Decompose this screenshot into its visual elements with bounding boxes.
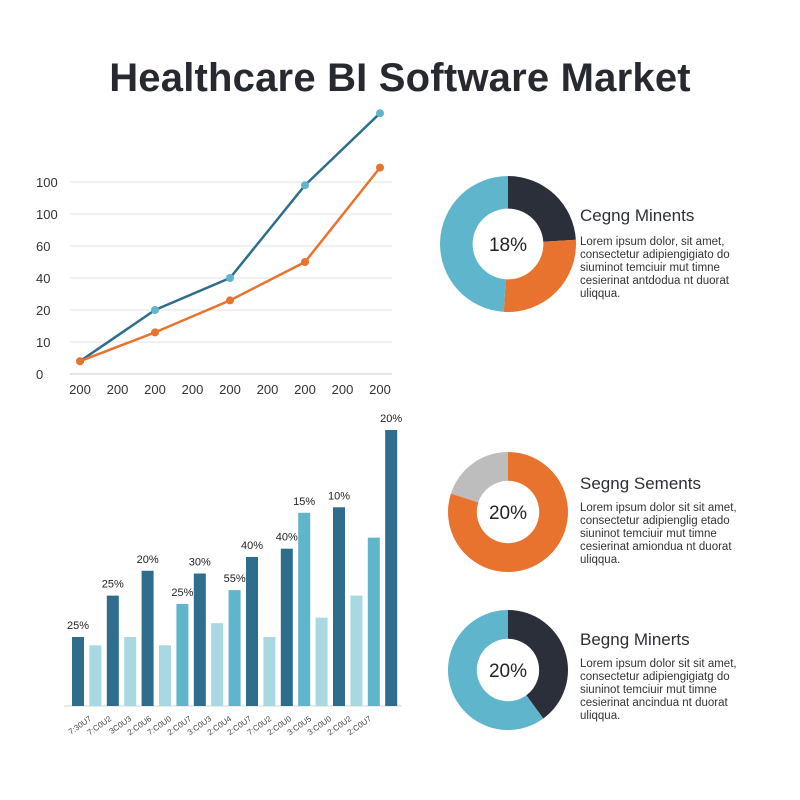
bar-label: 10% <box>328 490 350 502</box>
segment-title-2: Segng Sements <box>580 474 701 493</box>
y-tick-label: 100 <box>36 207 58 222</box>
bar <box>263 637 276 706</box>
bar <box>159 645 171 706</box>
bar <box>124 637 137 706</box>
data-point <box>226 274 234 282</box>
donut-slice <box>450 452 508 503</box>
donut-slice <box>448 610 544 730</box>
segment-title-3: Begng Minerts <box>580 630 690 649</box>
x-tick-label: 200 <box>69 382 91 397</box>
bar-label: 25% <box>102 579 124 591</box>
x-tick-label: 200 <box>219 382 241 397</box>
y-tick-label: 60 <box>36 239 50 254</box>
segment-title-1: Cegng Minents <box>580 206 695 225</box>
x-tick-label: 200 <box>332 382 354 397</box>
x-tick-label: 200 <box>144 382 166 397</box>
bar-label: 40% <box>241 540 263 552</box>
bar <box>176 603 189 706</box>
donut-chart-2: 20% <box>448 452 568 572</box>
bar <box>315 617 328 706</box>
line-chart: 0 10 20 40 60 100 100 200 200 200 200 200 200 200 200 2… <box>36 109 392 397</box>
y-tick-label: 40 <box>36 271 50 286</box>
bar <box>333 507 345 706</box>
bar <box>228 590 241 706</box>
segment-description-1: Lorem ipsum dolor‚ sit amet, consectetur… <box>580 236 730 300</box>
donut-slice <box>508 610 568 719</box>
bar <box>211 623 224 706</box>
bar <box>106 595 119 706</box>
donut-slice <box>440 176 508 312</box>
series-line <box>79 166 381 363</box>
data-point <box>376 163 384 172</box>
donut-slice <box>508 176 576 242</box>
data-point <box>376 109 384 118</box>
bar <box>141 570 154 706</box>
data-point <box>301 258 309 266</box>
bar-label: 25% <box>67 620 89 632</box>
data-point <box>226 296 234 305</box>
bar <box>385 430 398 706</box>
donut-chart-1: 18% <box>440 176 576 312</box>
bar-chart: 25%25%20%25%30%55%40%40%15% 10%20%7:30U77… <box>64 413 402 737</box>
segment-description-3: Lorem ipsum dolor sit sit amet, consecte… <box>580 658 737 722</box>
bar-label: 15% <box>293 496 315 508</box>
x-tick-label: 200 <box>369 382 391 397</box>
donut-center-label: 20% <box>489 661 527 682</box>
x-tick-label: 200 <box>257 382 279 397</box>
x-tick-label: 200 <box>107 382 129 397</box>
data-point <box>151 328 159 337</box>
bar-label: 30% <box>189 557 211 569</box>
y-tick-label: 20 <box>36 303 50 318</box>
segment-description-2: Lorem ipsum dolor sit sit amet, consecte… <box>580 502 737 566</box>
data-point <box>301 181 309 190</box>
bar <box>72 637 84 706</box>
bar-label: 20% <box>380 413 402 425</box>
donut-chart-3: 20% <box>448 610 568 730</box>
donut-slice <box>448 452 568 572</box>
y-tick-label: 0 <box>36 367 43 382</box>
bar <box>246 556 258 706</box>
bar <box>89 645 102 706</box>
y-tick-label: 10 <box>36 335 50 350</box>
bar <box>193 573 206 706</box>
data-point <box>151 306 159 314</box>
donut-center-label: 20% <box>489 503 527 524</box>
bar <box>298 512 311 706</box>
bar <box>350 595 363 706</box>
donut-slice <box>503 239 576 312</box>
x-tick-label: 200 <box>294 382 316 397</box>
bar <box>280 548 293 706</box>
data-point <box>76 357 84 366</box>
x-tick-label: 200 <box>182 382 204 397</box>
bar-label: 20% <box>137 554 159 566</box>
bar <box>367 537 380 706</box>
bar-label: 25% <box>171 587 193 599</box>
bar-label: 55% <box>224 573 246 585</box>
bar-label: 40% <box>276 532 298 544</box>
series-line <box>79 112 381 363</box>
y-tick-label: 100 <box>36 175 58 190</box>
page-title: Healthcare BI Software Market <box>109 56 691 100</box>
donut-center-label: 18% <box>489 235 527 256</box>
